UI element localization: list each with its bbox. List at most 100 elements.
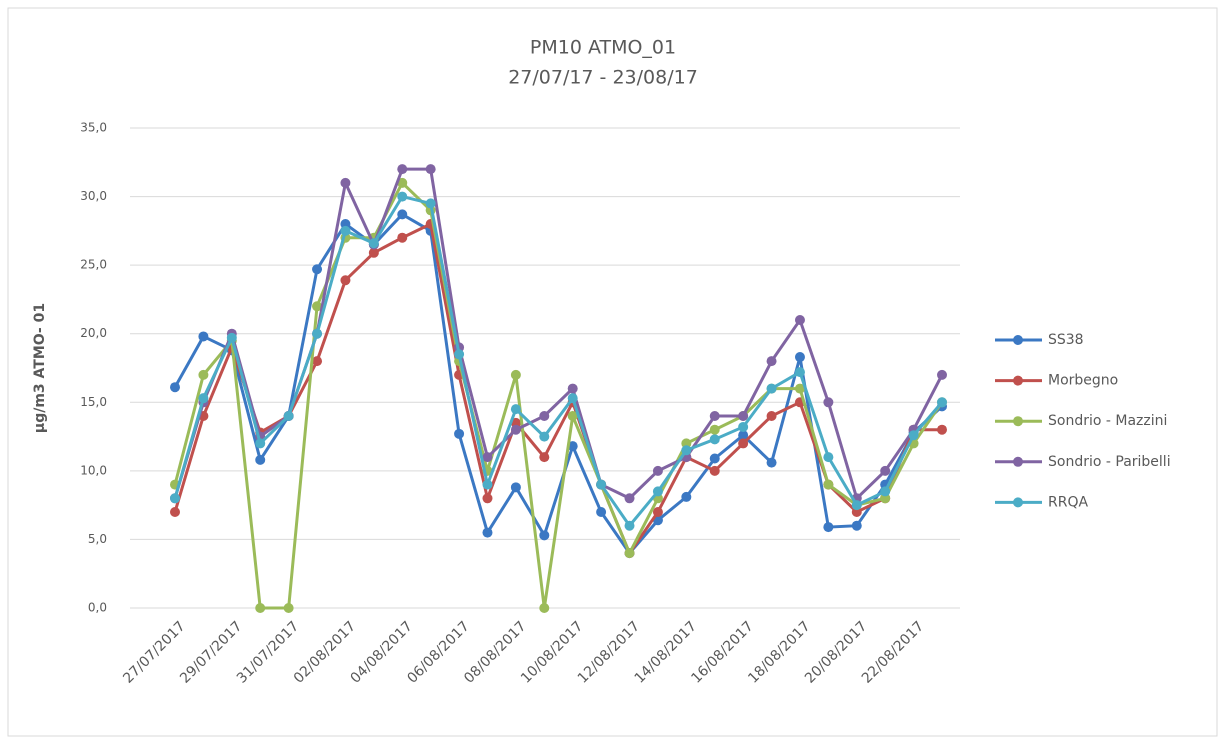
series-line <box>173 194 944 529</box>
series-marker <box>766 383 777 394</box>
series-marker <box>255 438 266 449</box>
series-marker <box>283 603 294 613</box>
series-marker <box>510 417 521 428</box>
legend-marker <box>1013 375 1023 386</box>
series-marker <box>510 424 521 435</box>
series-marker <box>823 479 834 490</box>
series-marker <box>681 491 692 502</box>
series-marker <box>397 164 408 175</box>
series-marker <box>766 411 777 421</box>
series-marker <box>510 482 521 493</box>
series-marker <box>794 315 805 325</box>
series-marker <box>340 225 351 236</box>
series-marker <box>312 301 323 312</box>
series-marker <box>397 177 408 188</box>
series-line <box>173 180 944 610</box>
series-marker <box>794 383 805 394</box>
series-marker <box>738 421 749 432</box>
series-marker <box>482 527 493 538</box>
series-marker <box>624 493 635 504</box>
series-marker <box>709 424 720 435</box>
series-marker <box>340 177 351 188</box>
series-marker <box>510 404 521 415</box>
series-marker <box>397 191 408 202</box>
series-marker <box>567 441 578 452</box>
series-marker <box>851 507 862 517</box>
series-marker <box>539 411 550 421</box>
series-marker <box>738 411 749 421</box>
y-tick-label: 15,0 <box>80 395 107 409</box>
series-marker <box>652 486 663 497</box>
series-marker <box>880 465 891 476</box>
series-marker <box>709 434 720 445</box>
series-marker <box>596 479 607 490</box>
series-marker <box>823 452 834 463</box>
series-marker <box>198 331 209 342</box>
series-marker <box>368 247 379 258</box>
series-marker <box>312 264 323 275</box>
series-marker <box>482 493 493 504</box>
series-marker <box>624 520 635 531</box>
series-marker <box>937 424 947 435</box>
series-marker <box>766 457 777 468</box>
series-marker <box>198 369 209 380</box>
series-marker <box>596 507 607 517</box>
series-marker <box>539 603 550 613</box>
series-marker <box>738 438 749 449</box>
legend-marker <box>1013 335 1023 345</box>
series-marker <box>226 332 237 343</box>
series-marker <box>170 382 180 393</box>
series-marker <box>340 275 351 286</box>
series-marker <box>255 454 266 465</box>
y-tick-label: 5,0 <box>88 532 107 546</box>
series-marker <box>709 465 720 476</box>
series-marker <box>567 411 578 421</box>
series-marker <box>255 603 266 613</box>
series-marker <box>880 486 891 497</box>
series-marker <box>794 367 805 378</box>
legend-marker <box>1013 497 1023 508</box>
chart-subtitle: 27/07/17 - 23/08/17 <box>508 67 698 89</box>
series-marker <box>397 209 408 220</box>
series-marker <box>170 507 180 517</box>
series-marker <box>624 548 635 559</box>
y-tick-label: 20,0 <box>80 326 107 340</box>
chart-frame <box>7 7 1218 737</box>
series-marker <box>283 411 294 421</box>
series-marker <box>652 465 663 476</box>
series-line <box>173 221 942 557</box>
series-marker <box>454 349 465 360</box>
series-marker <box>880 493 891 504</box>
series-marker <box>851 520 862 531</box>
series-marker <box>937 369 947 380</box>
series-marker <box>738 430 749 441</box>
series-marker <box>539 452 550 463</box>
series-marker <box>425 164 436 175</box>
y-tick-label: 35,0 <box>80 121 107 135</box>
series-marker <box>198 393 209 404</box>
series-marker <box>397 232 408 243</box>
legend-label: Sondrio - Mazzini <box>1048 413 1167 429</box>
series-marker <box>170 493 180 504</box>
legend-label: Sondrio - Paribelli <box>1048 454 1171 470</box>
series-marker <box>681 445 692 456</box>
series-marker <box>510 369 521 380</box>
legend-label: Morbegno <box>1048 373 1118 389</box>
series-marker <box>567 383 578 394</box>
series-marker <box>368 238 379 249</box>
series-marker <box>482 479 493 490</box>
series-marker <box>312 328 323 339</box>
y-tick-label: 0,0 <box>88 601 107 615</box>
legend-label: RRQA <box>1048 494 1088 510</box>
legend-label: SS38 <box>1048 332 1084 348</box>
legend-marker <box>1013 416 1023 427</box>
series-marker <box>794 352 805 363</box>
series-marker <box>539 530 550 541</box>
y-tick-label: 30,0 <box>80 189 107 203</box>
series-marker <box>709 411 720 421</box>
series-marker <box>681 438 692 449</box>
series-marker <box>539 431 550 442</box>
legend-marker <box>1013 456 1023 467</box>
series-marker <box>482 452 493 463</box>
series-marker <box>454 428 465 439</box>
